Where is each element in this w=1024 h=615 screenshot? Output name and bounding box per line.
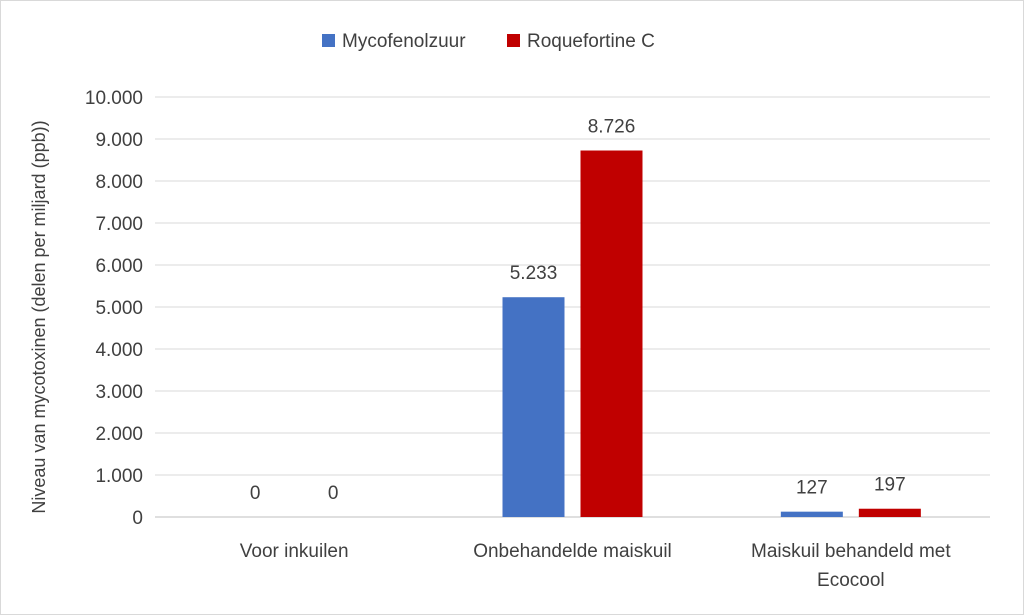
y-tick-label: 9.000 <box>95 130 143 151</box>
x-tick-label: Voor inkuilen <box>240 541 349 562</box>
x-tick-label: Ecocool <box>817 570 885 591</box>
y-tick-label: 3.000 <box>95 382 143 403</box>
data-label: 0 <box>250 483 261 504</box>
y-tick-label: 4.000 <box>95 340 143 361</box>
y-tick-label: 1.000 <box>95 466 143 487</box>
data-label: 0 <box>328 483 339 504</box>
data-label: 197 <box>874 475 906 496</box>
y-tick-label: 5.000 <box>95 298 143 319</box>
legend-swatch <box>507 34 520 47</box>
legend-label: Roquefortine C <box>527 31 655 52</box>
y-tick-label: 8.000 <box>95 172 143 193</box>
y-tick-label: 0 <box>132 508 143 529</box>
data-label: 5.233 <box>510 263 558 284</box>
bar-mycofenolzuur <box>502 297 565 517</box>
legend-label: Mycofenolzuur <box>342 31 466 52</box>
legend-swatch <box>322 34 335 47</box>
data-label: 127 <box>796 478 828 499</box>
y-tick-label: 10.000 <box>85 88 143 109</box>
data-label: 8.726 <box>588 117 636 138</box>
y-tick-label: 2.000 <box>95 424 143 445</box>
bar-roquefortine-c <box>580 150 643 517</box>
bar-mycofenolzuur <box>780 511 843 517</box>
y-axis-title: Niveau van mycotoxinen (delen per miljar… <box>29 120 49 513</box>
x-tick-label: Onbehandelde maiskuil <box>473 541 672 562</box>
y-tick-label: 6.000 <box>95 256 143 277</box>
bar-roquefortine-c <box>858 508 921 517</box>
x-tick-label: Maiskuil behandeld met <box>751 541 951 562</box>
y-tick-label: 7.000 <box>95 214 143 235</box>
